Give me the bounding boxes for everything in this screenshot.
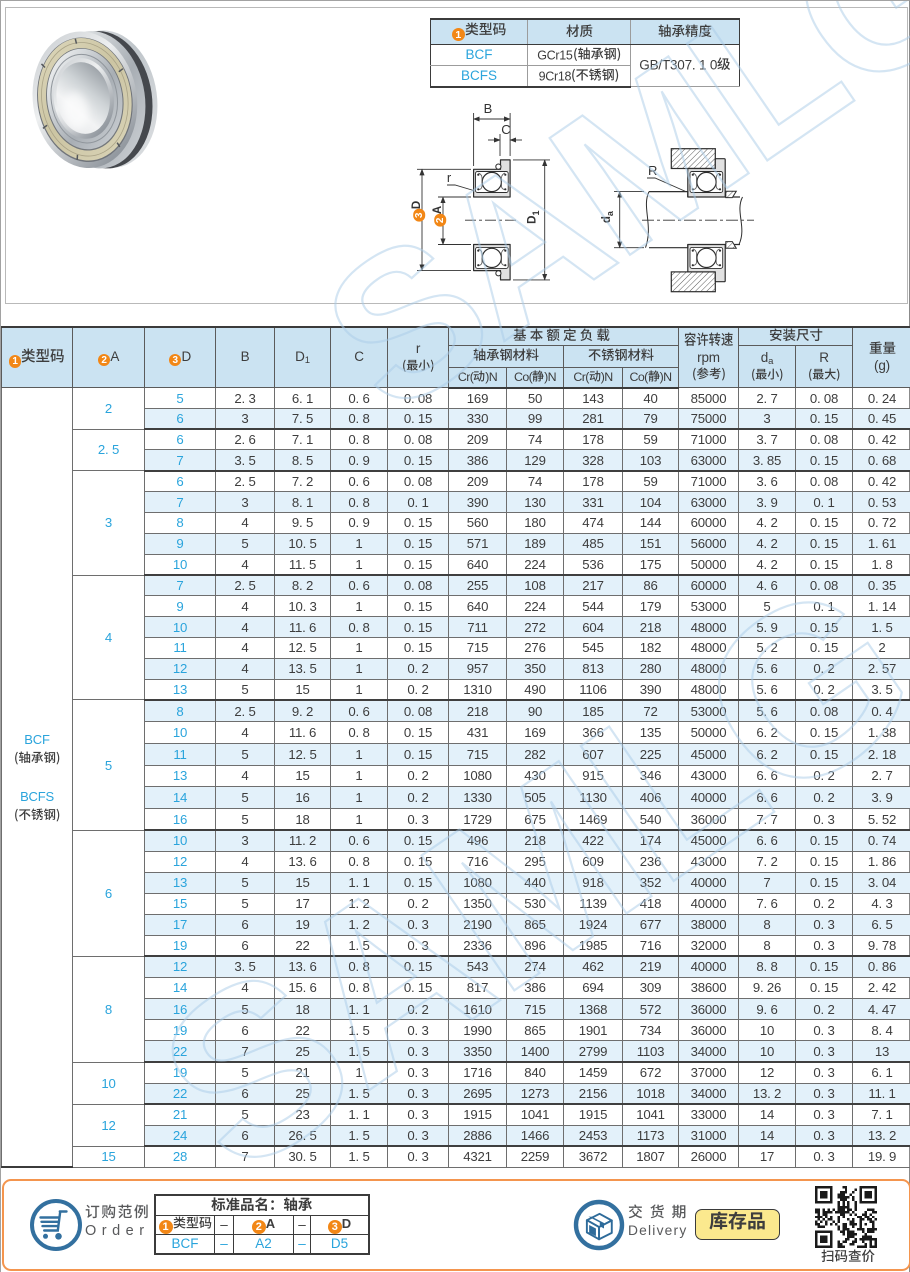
svg-text:R: R xyxy=(648,163,657,178)
svg-text:B: B xyxy=(484,101,493,116)
svg-text:r: r xyxy=(447,170,452,185)
svg-text:C: C xyxy=(501,122,510,137)
